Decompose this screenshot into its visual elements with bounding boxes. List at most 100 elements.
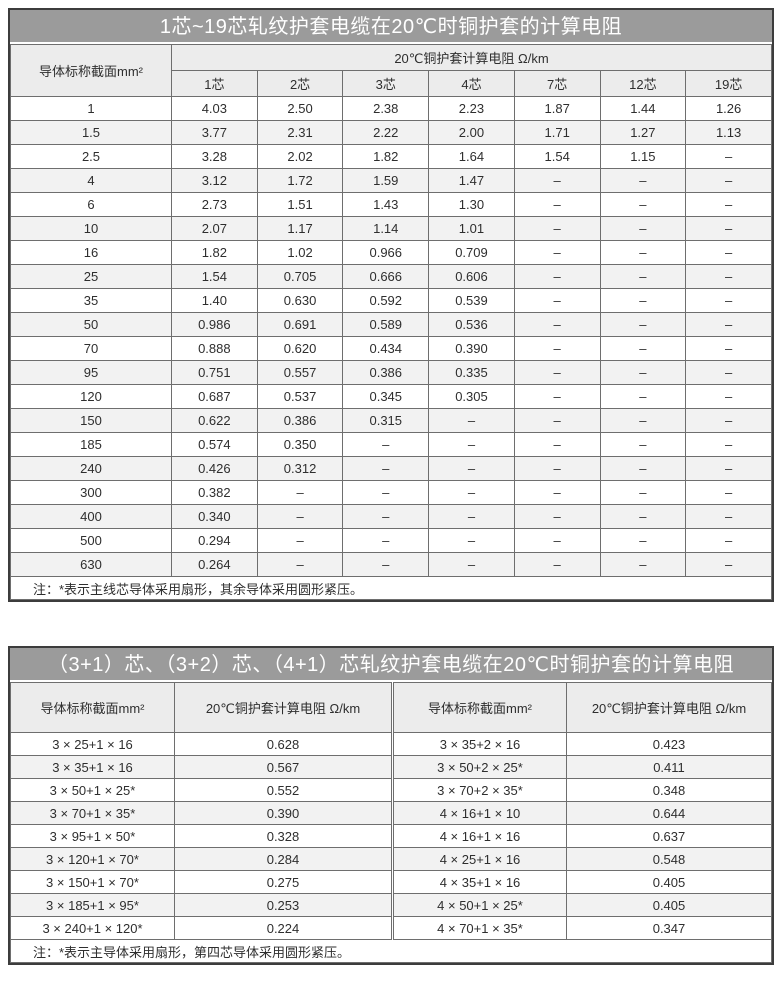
table2-res-header-left: 20℃铜护套计算电阻 Ω/km (174, 682, 393, 733)
resistance-cell: – (599, 312, 687, 337)
resistance-cell: 0.264 (171, 552, 258, 577)
size-cell: 120 (10, 384, 172, 409)
resistance-cell: – (599, 528, 687, 553)
resistance-cell: – (599, 360, 687, 385)
resistance-cell: – (342, 480, 430, 505)
resistance-cell: 1.59 (342, 168, 430, 193)
resistance-cell: – (685, 432, 772, 457)
table-row: 95 0.751 0.557 0.386 0.335– – – (10, 360, 772, 385)
table1-core-header: 2芯 (256, 70, 344, 97)
resistance-cell: 0.620 (256, 336, 344, 361)
resistance-cell: 0.709 (428, 240, 515, 265)
resistance-cell: – (685, 360, 772, 385)
resistance-cell: – (256, 480, 344, 505)
size-cell: 1 (10, 96, 172, 121)
resistance-cell: 2.00 (428, 120, 515, 145)
resistance-cell: 1.82 (342, 144, 430, 169)
size-cell: 500 (10, 528, 172, 553)
resistance-cell: – (513, 528, 601, 553)
resistance-cell: 0.350 (256, 432, 344, 457)
table2-size-header-left: 导体标称截面mm² (10, 682, 175, 733)
resistance-cell: – (342, 432, 430, 457)
resistance-cell: 0.552 (174, 778, 393, 802)
resistance-cell: 0.691 (256, 312, 344, 337)
resistance-cell: – (685, 528, 772, 553)
resistance-cell: – (342, 456, 430, 481)
size-cell: 16 (10, 240, 172, 265)
size-cell: 25 (10, 264, 172, 289)
resistance-cell: 2.07 (171, 216, 258, 241)
resistance-cell: 3.12 (171, 168, 258, 193)
table-row: 4 3.12 1.72 1.59 1.47– – – (10, 168, 772, 193)
table1-group-header: 20℃铜护套计算电阻 Ω/km (171, 44, 772, 71)
resistance-cell: – (685, 192, 772, 217)
resistance-cell: 0.888 (171, 336, 258, 361)
resistance-cell: – (513, 264, 601, 289)
resistance-cell: – (599, 456, 687, 481)
resistance-cell: – (685, 168, 772, 193)
resistance-cell: 0.666 (342, 264, 430, 289)
resistance-cell: – (342, 504, 430, 529)
resistance-cell: 0.567 (174, 755, 393, 779)
spec-cell: 4 × 70+1 × 35* (391, 916, 567, 940)
table-row: 3 × 35+1 × 16 0.567 3 × 50+2 × 25* 0.411 (10, 755, 772, 779)
table-row: 35 1.40 0.630 0.592 0.539– – – (10, 288, 772, 313)
resistance-cell: 0.630 (256, 288, 344, 313)
resistance-cell: – (513, 192, 601, 217)
size-cell: 300 (10, 480, 172, 505)
resistance-cell: – (513, 480, 601, 505)
resistance-cell: – (513, 432, 601, 457)
resistance-cell: 1.27 (599, 120, 687, 145)
resistance-cell: – (428, 552, 515, 577)
size-cell: 6 (10, 192, 172, 217)
resistance-cell: 0.606 (428, 264, 515, 289)
table1-size-header: 导体标称截面mm² (10, 44, 172, 97)
resistance-cell: 0.382 (171, 480, 258, 505)
resistance-cell: 0.315 (342, 408, 430, 433)
table-row: 3 × 185+1 × 95* 0.253 4 × 50+1 × 25* 0.405 (10, 893, 772, 917)
resistance-cell: – (428, 456, 515, 481)
resistance-cell: 2.73 (171, 192, 258, 217)
table-row: 3 × 120+1 × 70* 0.284 4 × 25+1 × 16 0.548 (10, 847, 772, 871)
table-row: 400 0.340– – – – – – (10, 504, 772, 529)
resistance-cell: – (599, 432, 687, 457)
resistance-cell: 0.574 (171, 432, 258, 457)
resistance-cell: 0.328 (174, 824, 393, 848)
resistance-cell: – (428, 408, 515, 433)
spec-cell: 3 × 70+2 × 35* (391, 778, 567, 802)
resistance-cell: – (513, 312, 601, 337)
resistance-cell: – (513, 168, 601, 193)
resistance-cell: – (599, 240, 687, 265)
resistance-cell: 0.284 (174, 847, 393, 871)
resistance-cell: 2.23 (428, 96, 515, 121)
table-row: 500 0.294– – – – – – (10, 528, 772, 553)
table-row: 50 0.986 0.691 0.589 0.536– – – (10, 312, 772, 337)
table-row: 185 0.574 0.350– – – – – (10, 432, 772, 457)
resistance-cell: 1.51 (256, 192, 344, 217)
spec-cell: 3 × 35+1 × 16 (10, 755, 175, 779)
resistance-cell: 0.390 (428, 336, 515, 361)
table1: 导体标称截面mm² 20℃铜护套计算电阻 Ω/km 1芯 2芯 3芯 4芯 7芯 12芯 1… (10, 44, 772, 600)
table1-core-header: 1芯 (171, 70, 258, 97)
resistance-cell: – (513, 216, 601, 241)
resistance-cell: 0.224 (174, 916, 393, 940)
resistance-cell: 2.50 (256, 96, 344, 121)
resistance-cell: 0.405 (566, 893, 772, 917)
resistance-cell: – (513, 240, 601, 265)
table2: 导体标称截面mm² 20℃铜护套计算电阻 Ω/km 导体标称截面mm² 20℃铜… (10, 682, 772, 963)
spec-cell: 4 × 35+1 × 16 (391, 870, 567, 894)
resistance-cell: 4.03 (171, 96, 258, 121)
spec-cell: 3 × 240+1 × 120* (10, 916, 175, 940)
resistance-cell: 1.82 (171, 240, 258, 265)
table1-core-header: 19芯 (685, 70, 772, 97)
resistance-cell: 1.72 (256, 168, 344, 193)
resistance-cell: 1.47 (428, 168, 515, 193)
table1-core-header: 7芯 (513, 70, 601, 97)
spec-cell: 3 × 50+2 × 25* (391, 755, 567, 779)
resistance-cell: 2.02 (256, 144, 344, 169)
table-row: 3 × 95+1 × 50* 0.328 4 × 16+1 × 16 0.637 (10, 824, 772, 848)
resistance-cell: – (685, 408, 772, 433)
resistance-cell: 1.26 (685, 96, 772, 121)
resistance-cell: 0.390 (174, 801, 393, 825)
resistance-cell: – (685, 456, 772, 481)
